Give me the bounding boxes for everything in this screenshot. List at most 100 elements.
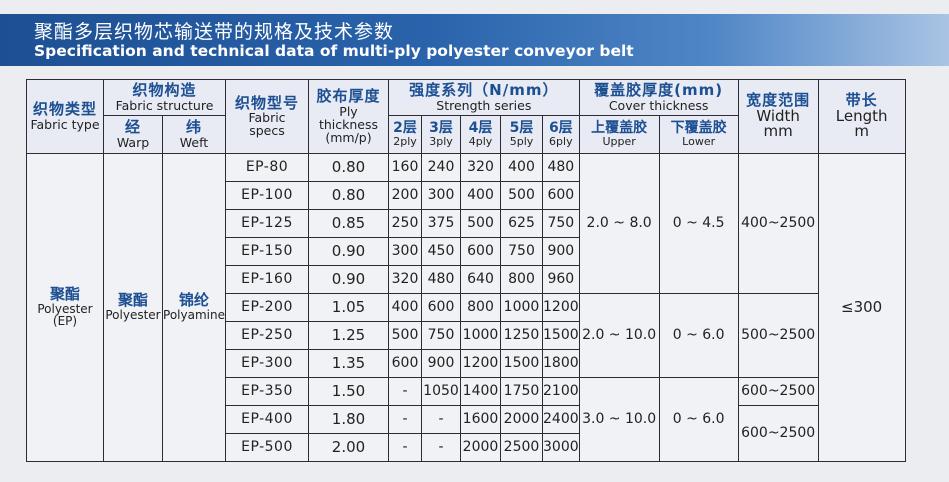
strength-cell: 625 bbox=[500, 209, 543, 238]
col-4ply-header: 4层 4ply bbox=[460, 115, 501, 154]
strength-cell: 2000 bbox=[500, 405, 543, 434]
spec-cell: EP-80 bbox=[225, 153, 309, 182]
width-range-cell: 600~2500 bbox=[737, 377, 819, 406]
strength-cell: 1200 bbox=[542, 293, 580, 322]
col-fabric-structure-header: 织物构造 Fabric structure bbox=[103, 79, 226, 116]
spec-cell: EP-125 bbox=[225, 209, 309, 238]
title-english: Specification and technical data of mult… bbox=[34, 42, 634, 60]
strength-cell: 600 bbox=[542, 181, 580, 210]
strength-cell: 750 bbox=[542, 209, 580, 238]
spec-cell: EP-400 bbox=[225, 405, 309, 434]
strength-cell: 300 bbox=[421, 181, 461, 210]
strength-cell: 800 bbox=[460, 293, 501, 322]
strength-cell: 900 bbox=[421, 349, 461, 378]
spec-cell: EP-200 bbox=[225, 293, 309, 322]
strength-cell: 320 bbox=[388, 265, 422, 294]
thickness-cell: 0.85 bbox=[308, 209, 389, 238]
strength-cell: - bbox=[421, 433, 461, 462]
strength-cell: 2100 bbox=[542, 377, 580, 406]
col-strength-header: 强度系列（N/mm） Strength series bbox=[388, 79, 580, 116]
spec-table-wrapper: 织物类型 Fabric type 织物构造 Fabric structure 织… bbox=[26, 79, 906, 462]
lower-cover-cell: 0 ~ 6.0 bbox=[658, 377, 739, 462]
thickness-cell: 0.90 bbox=[308, 265, 389, 294]
width-range-cell: 600~2500 bbox=[737, 405, 819, 462]
col-ply-thickness-header: 胶布厚度 Ply thickness (mm/p) bbox=[308, 79, 389, 154]
strength-cell: 750 bbox=[500, 237, 543, 266]
strength-cell: 600 bbox=[388, 349, 422, 378]
strength-cell: 1500 bbox=[542, 321, 580, 350]
strength-cell: 400 bbox=[500, 153, 543, 182]
col-cover-header: 覆盖胶厚度(mm) Cover thickness bbox=[578, 79, 739, 116]
strength-cell: 1800 bbox=[542, 349, 580, 378]
strength-cell: 640 bbox=[460, 265, 501, 294]
thickness-cell: 1.35 bbox=[308, 349, 389, 378]
col-2ply-header: 2层 2ply bbox=[388, 115, 422, 154]
strength-cell: 1500 bbox=[500, 349, 543, 378]
strength-cell: 2000 bbox=[460, 433, 501, 462]
col-lower-header: 下覆盖胶 Lower bbox=[658, 115, 739, 154]
strength-cell: 480 bbox=[542, 153, 580, 182]
upper-cover-cell: 2.0 ~ 8.0 bbox=[578, 153, 660, 294]
strength-cell: 800 bbox=[500, 265, 543, 294]
strength-cell: 375 bbox=[421, 209, 461, 238]
thickness-cell: 0.80 bbox=[308, 181, 389, 210]
strength-cell: 1000 bbox=[500, 293, 543, 322]
strength-cell: - bbox=[388, 405, 422, 434]
thickness-cell: 2.00 bbox=[308, 433, 389, 462]
strength-cell: 200 bbox=[388, 181, 422, 210]
col-weft-header: 纬 Weft bbox=[162, 115, 226, 154]
spec-cell: EP-100 bbox=[225, 181, 309, 210]
thickness-cell: 0.80 bbox=[308, 153, 389, 182]
title-chinese: 聚酯多层织物芯输送带的规格及技术参数 bbox=[34, 21, 395, 43]
spec-cell: EP-250 bbox=[225, 321, 309, 350]
strength-cell: 3000 bbox=[542, 433, 580, 462]
strength-cell: - bbox=[388, 377, 422, 406]
thickness-cell: 1.25 bbox=[308, 321, 389, 350]
col-fabric-type-header: 织物类型 Fabric type bbox=[26, 79, 104, 154]
length-cell: ≤300 bbox=[817, 153, 906, 462]
lower-cover-cell: 0 ~ 6.0 bbox=[658, 293, 739, 378]
strength-cell: 1750 bbox=[500, 377, 543, 406]
col-upper-header: 上覆盖胶 Upper bbox=[578, 115, 660, 154]
lower-cover-cell: 0 ~ 4.5 bbox=[658, 153, 739, 294]
strength-cell: 1050 bbox=[421, 377, 461, 406]
strength-cell: 2500 bbox=[500, 433, 543, 462]
width-range-cell: 400~2500 bbox=[737, 153, 819, 294]
spec-cell: EP-150 bbox=[225, 237, 309, 266]
strength-cell: 1200 bbox=[460, 349, 501, 378]
thickness-cell: 1.80 bbox=[308, 405, 389, 434]
strength-cell: 1000 bbox=[460, 321, 501, 350]
strength-cell: 750 bbox=[421, 321, 461, 350]
strength-cell: 160 bbox=[388, 153, 422, 182]
strength-cell: 500 bbox=[500, 181, 543, 210]
strength-cell: 600 bbox=[421, 293, 461, 322]
weft-cell: 锦纶 Polyamine bbox=[162, 153, 226, 462]
strength-cell: 500 bbox=[460, 209, 501, 238]
spec-table: 织物类型 Fabric type 织物构造 Fabric structure 织… bbox=[26, 79, 906, 462]
col-length-header: 带长 Length m bbox=[817, 79, 906, 154]
upper-cover-cell: 3.0 ~ 10.0 bbox=[578, 377, 660, 462]
spec-cell: EP-350 bbox=[225, 377, 309, 406]
thickness-cell: 1.50 bbox=[308, 377, 389, 406]
fabric-type-cell: 聚酯 Polyester (EP) bbox=[26, 153, 104, 462]
warp-cell: 聚酯 Polyester bbox=[103, 153, 163, 462]
strength-cell: - bbox=[388, 433, 422, 462]
strength-cell: 500 bbox=[388, 321, 422, 350]
col-width-header: 宽度范围 Width mm bbox=[737, 79, 819, 154]
strength-cell: 960 bbox=[542, 265, 580, 294]
thickness-cell: 0.90 bbox=[308, 237, 389, 266]
strength-cell: 480 bbox=[421, 265, 461, 294]
strength-cell: 240 bbox=[421, 153, 461, 182]
col-5ply-header: 5层 5ply bbox=[500, 115, 543, 154]
strength-cell: 1600 bbox=[460, 405, 501, 434]
spec-cell: EP-160 bbox=[225, 265, 309, 294]
upper-cover-cell: 2.0 ~ 10.0 bbox=[578, 293, 660, 378]
col-6ply-header: 6层 6ply bbox=[542, 115, 580, 154]
spec-cell: EP-500 bbox=[225, 433, 309, 462]
col-3ply-header: 3层 3ply bbox=[421, 115, 461, 154]
strength-cell: 900 bbox=[542, 237, 580, 266]
strength-cell: 2400 bbox=[542, 405, 580, 434]
strength-cell: 600 bbox=[460, 237, 501, 266]
width-range-cell: 500~2500 bbox=[737, 293, 819, 378]
spec-cell: EP-300 bbox=[225, 349, 309, 378]
